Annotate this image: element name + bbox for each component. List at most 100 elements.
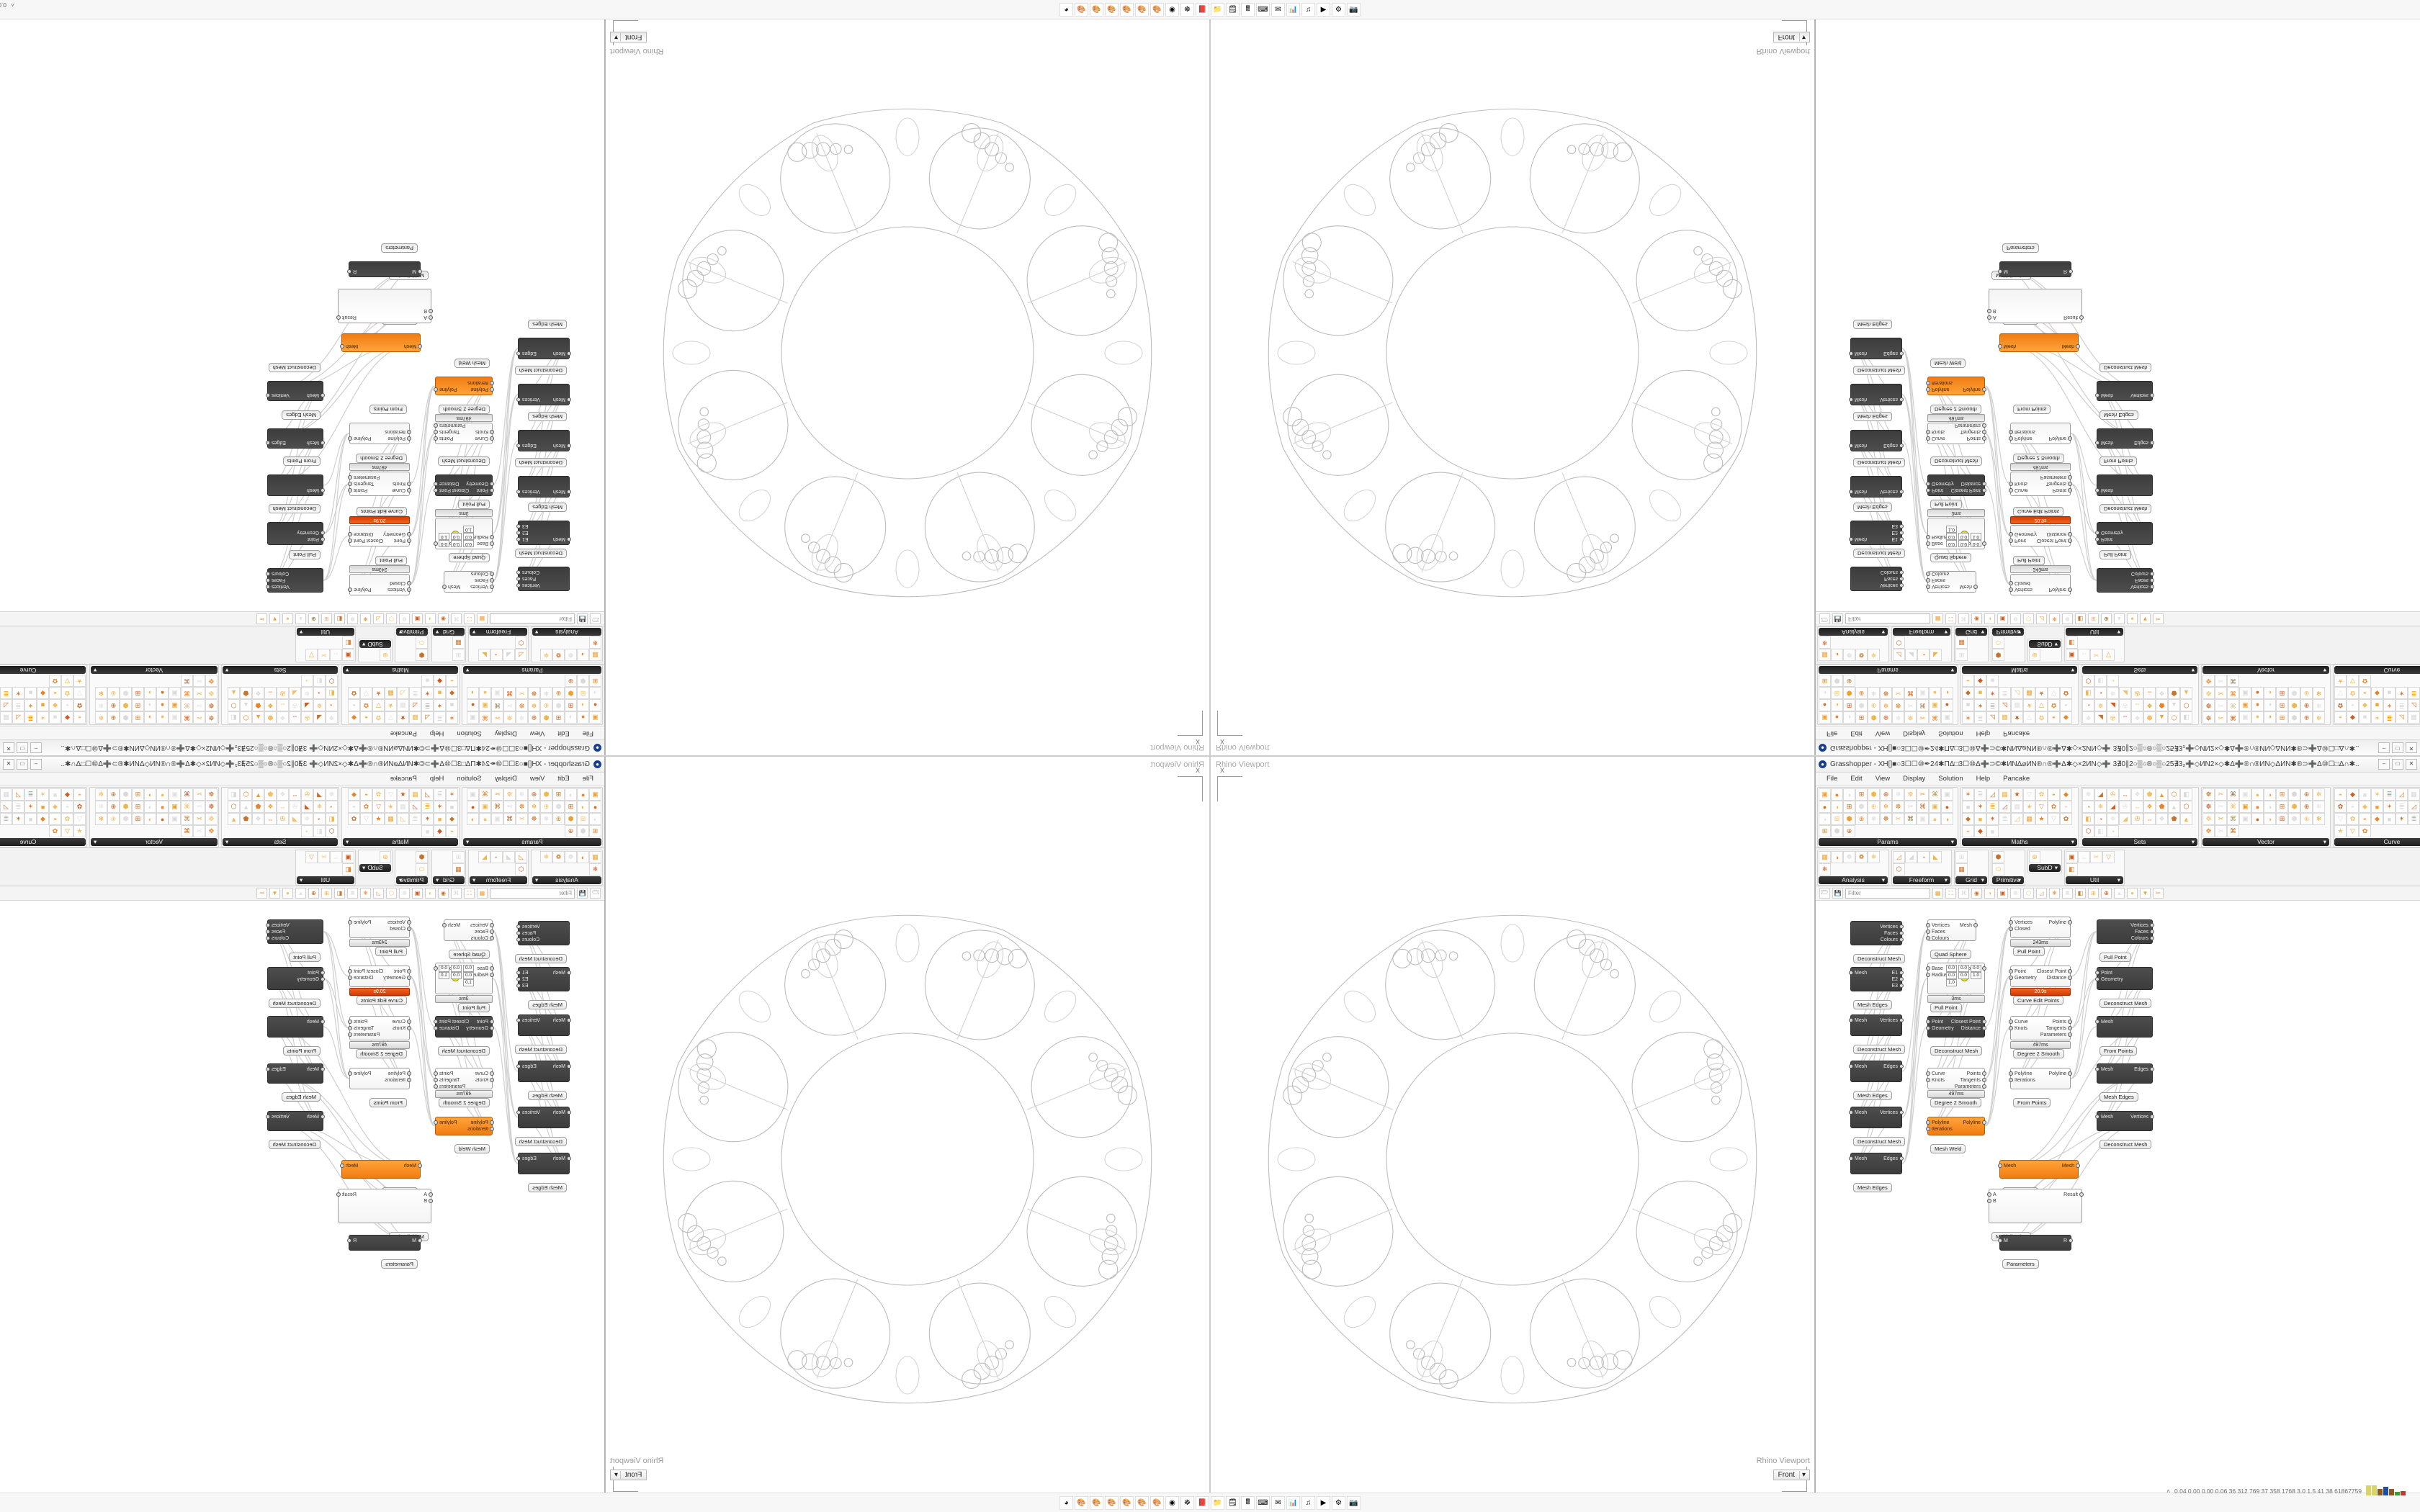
- gh-tab-icon[interactable]: ☸: [1843, 649, 1855, 661]
- gh-menubar[interactable]: File Edit View Display Solution Help Pancake: [0, 726, 604, 739]
- gh-component-icon[interactable]: ▽: [73, 687, 86, 699]
- gh-component-caption[interactable]: Deconstruct Mesh: [514, 954, 567, 963]
- gh-component-icon[interactable]: ✂: [2215, 788, 2227, 801]
- gh-port-out[interactable]: Points: [439, 436, 454, 441]
- palette-icon[interactable]: 🎨: [1135, 1495, 1149, 1510]
- gh-component-icon[interactable]: ✶: [12, 687, 24, 699]
- menu-item-solution[interactable]: Solution: [1938, 729, 1963, 737]
- gh-component-icon[interactable]: ▽: [2035, 699, 2048, 711]
- gh-palette-tab-maths[interactable]: Maths ▾: [1962, 666, 2077, 674]
- minimize-icon[interactable]: –: [2378, 758, 2390, 770]
- gh-port-out[interactable]: E1: [1891, 536, 1898, 541]
- gh-component-icon[interactable]: ▽: [61, 825, 73, 837]
- gh-component[interactable]: Vertices Faces Colours: [516, 567, 570, 591]
- gh-component-icon[interactable]: ▦: [2011, 699, 2023, 711]
- gh-component-icon[interactable]: ◑: [144, 687, 156, 699]
- gh-component-icon[interactable]: ★: [2023, 699, 2035, 711]
- gh-tab-icon[interactable]: ◑: [1831, 649, 1843, 661]
- gh-component-icon[interactable]: ●: [2251, 801, 2264, 813]
- palette-icon[interactable]: 🎨: [1120, 1495, 1134, 1510]
- gh-toolbar-icon[interactable]: ❁: [399, 888, 410, 899]
- gh-port-pin[interactable]: [1998, 344, 2002, 348]
- gh-component-icon[interactable]: ⌘: [181, 711, 193, 724]
- gh-component[interactable]: Mesh Edges: [516, 1061, 571, 1082]
- gh-component-icon[interactable]: ✿: [2048, 801, 2060, 813]
- gh-component-icon[interactable]: ◿: [397, 687, 409, 699]
- gh-port-pin[interactable]: [2069, 269, 2073, 274]
- gh-component-icon[interactable]: ⊞: [1855, 788, 1868, 801]
- gh-component-icon[interactable]: ☸: [205, 825, 218, 837]
- gh-port-pin[interactable]: [2076, 1164, 2080, 1168]
- gh-port-in[interactable]: Mesh: [306, 487, 319, 492]
- gh-component-icon[interactable]: ◑: [2264, 711, 2276, 724]
- gh-port-pin[interactable]: [1926, 535, 1930, 539]
- gh-port-pin[interactable]: [407, 927, 411, 931]
- gh-port-pin[interactable]: [1998, 1164, 2002, 1168]
- gh-component-icon[interactable]: ◆: [2347, 788, 2359, 801]
- gh-component-icon[interactable]: ◿: [0, 699, 12, 711]
- gh-component-icon[interactable]: ✶: [37, 711, 49, 724]
- gh-component-icon[interactable]: ▦: [2023, 813, 2035, 825]
- gh-port-in[interactable]: Closed: [390, 927, 405, 932]
- gh-component-icon[interactable]: ✿: [2035, 711, 2048, 724]
- gh-component-icon[interactable]: ≣: [24, 711, 37, 724]
- gh-component-icon[interactable]: ◿: [1986, 711, 1999, 724]
- gh-component-icon[interactable]: ⌘: [2227, 711, 2239, 724]
- gh-component-icon[interactable]: ⬟: [2143, 788, 2156, 801]
- gh-component-icon[interactable]: ✿: [2060, 687, 2072, 699]
- gh-component-icon[interactable]: ★: [385, 801, 397, 813]
- gh-port-pin[interactable]: [2095, 1020, 2099, 1024]
- gh-component[interactable]: Point Geometry: [267, 967, 325, 990]
- gh-canvas[interactable]: Vertices Faces Colours Deconstruct Mesh Mesh…: [1816, 901, 2420, 1498]
- gh-port-out[interactable]: Closest Point: [1950, 487, 1981, 492]
- gh-toolbar-icon[interactable]: ✂: [256, 888, 267, 899]
- gh-component-icon[interactable]: ▽: [2035, 801, 2048, 813]
- menu-item-help[interactable]: Help: [1976, 775, 1991, 783]
- gh-component-caption[interactable]: Pull Point: [1930, 1003, 1962, 1012]
- gh-port-pin[interactable]: [490, 1071, 494, 1076]
- gh-component-icon[interactable]: ✂: [516, 687, 528, 699]
- gh-component-icon[interactable]: ▣: [1929, 699, 1941, 711]
- gh-port-pin[interactable]: [1926, 1120, 1930, 1125]
- gh-component-icon[interactable]: ●: [2251, 687, 2264, 699]
- gh-component-icon[interactable]: ★: [397, 788, 409, 801]
- gh-component-icon[interactable]: ❄: [95, 711, 107, 724]
- gh-port-pin[interactable]: [516, 1064, 521, 1068]
- gh-port-pin[interactable]: [1926, 381, 1930, 385]
- gh-component-icon[interactable]: ⇔: [2119, 788, 2131, 801]
- gh-component-caption[interactable]: Mesh Edges: [2099, 410, 2138, 420]
- gh-tab-icon[interactable]: ☸: [1843, 851, 1855, 863]
- gh-component-icon[interactable]: ✇: [2131, 687, 2143, 699]
- gh-component-icon[interactable]: ❄: [1892, 788, 1904, 801]
- gh-component-icon[interactable]: ✶: [1974, 801, 1986, 813]
- gh-component-icon[interactable]: ✂: [1892, 813, 1904, 825]
- gh-number-field[interactable]: 1.0: [463, 979, 474, 986]
- gh-component-icon[interactable]: ☸: [205, 699, 218, 711]
- gh-component-icon[interactable]: ◆: [2060, 788, 2072, 801]
- gh-port-pin[interactable]: [1982, 1078, 1986, 1082]
- gh-port-pin[interactable]: [1899, 1156, 1904, 1161]
- gh-component-caption[interactable]: Pull Point: [2099, 953, 2131, 962]
- gh-toolbar-icon[interactable]: ▦: [477, 888, 488, 899]
- gh-tab-icon[interactable]: ⊕: [2029, 851, 2040, 863]
- gh-component-caption[interactable]: From Points: [2013, 1098, 2051, 1107]
- gh-component[interactable]: Mesh E1 E2 E3: [516, 967, 571, 991]
- gh-port-out[interactable]: Tangents: [1960, 429, 1981, 434]
- gh-port-out[interactable]: Closest Point: [2036, 538, 2066, 543]
- chevron-down-icon[interactable]: ▾: [1798, 33, 1808, 41]
- gh-toolbar-icon[interactable]: ❁: [399, 613, 410, 624]
- gh-tab-icon[interactable]: ⇔: [330, 649, 342, 661]
- gh-port-pin[interactable]: [1849, 1110, 1853, 1115]
- gh-port-out[interactable]: Distance: [439, 481, 460, 486]
- gh-component-icon[interactable]: ⇔: [2143, 813, 2156, 825]
- gh-component-icon[interactable]: ●: [156, 813, 169, 825]
- gh-component-caption[interactable]: Quad Sphere: [449, 553, 490, 562]
- gh-palette-tab-vector[interactable]: Vector ▾: [91, 838, 218, 846]
- menu-item-pancake[interactable]: Pancake: [390, 775, 417, 783]
- gh-port-in[interactable]: Polyline: [2015, 1071, 2033, 1076]
- gh-component-icon[interactable]: ≣: [12, 801, 24, 813]
- gh-component-icon[interactable]: ⌘: [2227, 699, 2239, 711]
- chevron-down-icon[interactable]: ▾: [1881, 629, 1885, 636]
- gh-port-out[interactable]: E1: [522, 536, 529, 541]
